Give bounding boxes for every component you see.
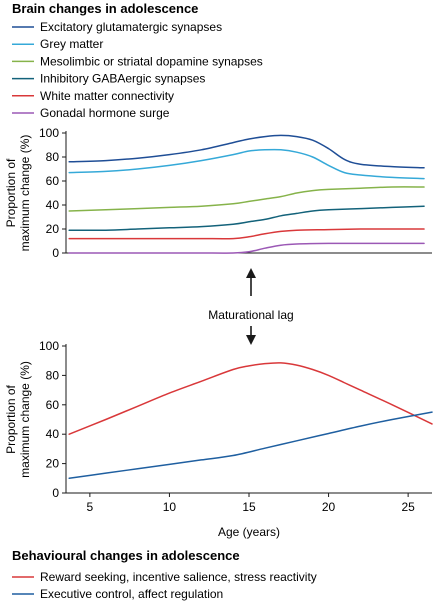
legend-label-mesolimbic-or-striatal-dopamine-synapses: Mesolimbic or striatal dopamine synapses: [40, 54, 263, 68]
legend-label-reward-seeking-incentive-salience-stress-reactivity: Reward seeking, incentive salience, stre…: [40, 570, 317, 584]
x-tick-label: 25: [401, 500, 415, 514]
series-line-grey-matter: [68, 148, 425, 180]
legend-label-executive-control-affect-regulation: Executive control, affect regulation: [40, 587, 223, 601]
y-axis-label-line: maximum change (%): [18, 361, 32, 478]
y-tick-label: 40: [46, 198, 60, 212]
y-tick-label: 0: [52, 246, 59, 260]
behavioural-changes-chart: 0 20 40 60 80 100 5 10 15 20 25 Proportion of maximu…: [4, 339, 433, 539]
y-axis-label-line: Proportion of: [4, 158, 18, 227]
bottom-legend: Behavioural changes in adolescence Rewar…: [12, 548, 317, 601]
y-tick-label: 100: [39, 339, 59, 353]
bottom-legend-title: Behavioural changes in adolescence: [12, 548, 240, 563]
y-tick-label: 60: [46, 398, 60, 412]
legend-label-white-matter-connectivity: White matter connectivity: [40, 89, 174, 103]
series-line-reward-seeking-incentive-salience-stress-reactivity: [68, 362, 433, 435]
series-line-white-matter-connectivity: [68, 228, 425, 240]
y-tick-label: 80: [46, 368, 60, 382]
y-tick-label: 80: [46, 150, 60, 164]
series-line-mesolimbic-or-striatal-dopamine-synapses: [68, 186, 425, 212]
lag-arrow-down-head: [246, 335, 256, 345]
y-tick-label: 40: [46, 427, 60, 441]
top-legend-items: Excitatory glutamatergic synapses Grey ma…: [12, 20, 263, 120]
y-tick-label: 60: [46, 174, 60, 188]
x-tick-label: 20: [322, 500, 336, 514]
series-line-excitatory-glutamatergic-synapses: [68, 134, 425, 169]
series-line-inhibitory-gabaergic-synapses: [68, 205, 425, 232]
series-line-gonadal-hormone-surge: [68, 242, 425, 254]
x-tick-label: 15: [242, 500, 256, 514]
y-tick-label: 20: [46, 222, 60, 236]
lag-arrow-up-head: [246, 268, 256, 278]
y-axis-label-line: Proportion of: [4, 384, 18, 453]
legend-label-grey-matter: Grey matter: [40, 37, 103, 51]
x-tick-label: 5: [87, 500, 94, 514]
top-legend: Brain changes in adolescence Excitatory …: [12, 1, 263, 120]
brain-changes-chart: 0 20 40 60 80 100 Proportion of maximum change …: [4, 126, 432, 260]
legend-label-excitatory-glutamatergic-synapses: Excitatory glutamatergic synapses: [40, 20, 222, 34]
y-tick-label: 100: [39, 126, 59, 140]
legend-label-gonadal-hormone-surge: Gonadal hormone surge: [40, 106, 170, 120]
x-axis-label: Age (years): [218, 525, 280, 539]
y-tick-label: 0: [52, 486, 59, 500]
bottom-legend-items: Reward seeking, incentive salience, stre…: [12, 570, 317, 601]
y-tick-label: 20: [46, 457, 60, 471]
legend-label-inhibitory-gabaergic-synapses: Inhibitory GABAergic synapses: [40, 72, 205, 86]
x-tick-label: 10: [163, 500, 177, 514]
series-line-executive-control-affect-regulation: [68, 411, 433, 480]
top-legend-title: Brain changes in adolescence: [12, 1, 198, 16]
maturational-lag-annotation: Maturational lag: [208, 268, 294, 345]
lag-label: Maturational lag: [208, 308, 293, 322]
y-axis-label-line: maximum change (%): [18, 135, 32, 252]
